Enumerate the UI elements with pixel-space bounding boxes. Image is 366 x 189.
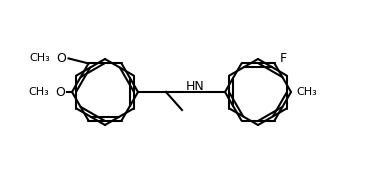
Text: CH₃: CH₃ — [28, 87, 49, 97]
Text: CH₃: CH₃ — [296, 87, 317, 97]
Text: O: O — [55, 85, 65, 98]
Text: O: O — [57, 52, 67, 65]
Text: HN: HN — [186, 80, 205, 92]
Text: CH₃: CH₃ — [30, 53, 51, 64]
Text: F: F — [280, 52, 287, 65]
